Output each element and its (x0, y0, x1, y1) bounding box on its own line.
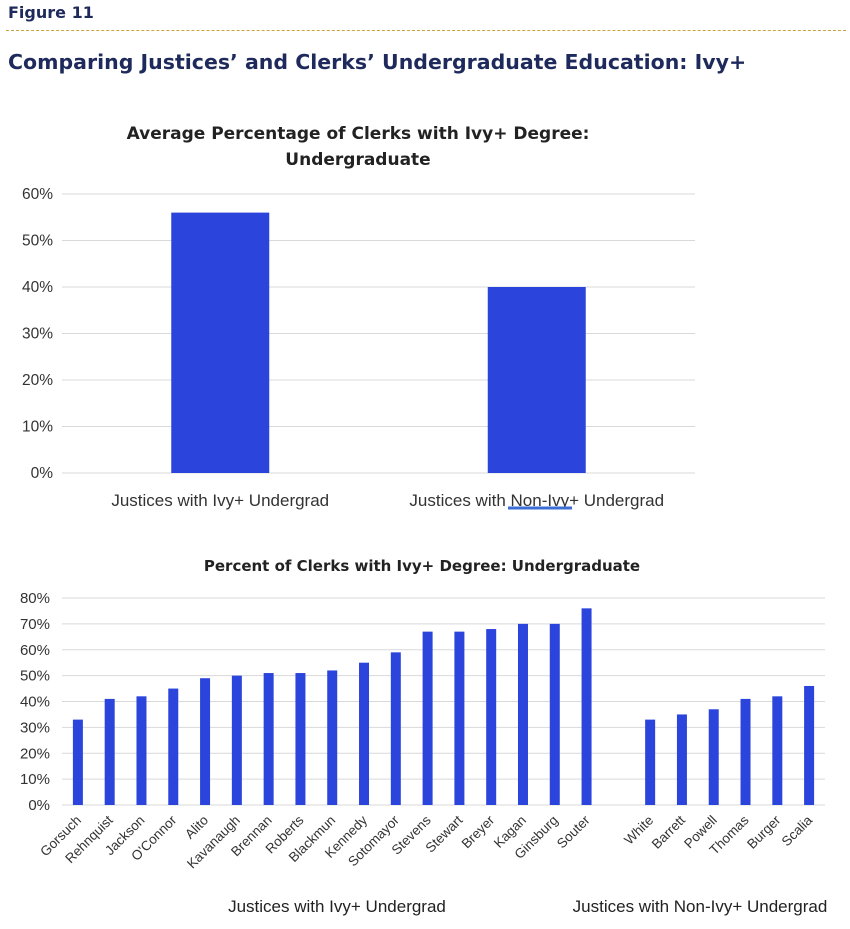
bar (517, 623, 528, 805)
bar (487, 287, 586, 473)
y-tick-label: 70% (20, 616, 50, 633)
bar (454, 631, 465, 805)
y-tick-label: 0% (28, 797, 50, 814)
bar (200, 678, 211, 805)
bar (772, 696, 783, 805)
bar (422, 631, 433, 805)
bar (486, 629, 497, 805)
bar (231, 675, 242, 805)
y-tick-label: 60% (22, 186, 53, 203)
bar (171, 212, 270, 473)
group-label: Justices with Ivy+ Undergrad (228, 897, 446, 916)
x-category-label: Breyer (459, 812, 498, 851)
average-percentage-chart: Average Percentage of Clerks with Ivy+ D… (22, 124, 695, 510)
bar (740, 698, 751, 805)
bar (168, 688, 179, 805)
bar (136, 696, 147, 805)
x-category-label: Burger (744, 812, 784, 852)
y-tick-label: 80% (20, 590, 50, 607)
chart-title: Percent of Clerks with Ivy+ Degree: Unde… (204, 557, 640, 575)
x-category-label: Barrett (649, 812, 688, 851)
y-tick-label: 0% (31, 465, 54, 482)
y-tick-label: 60% (20, 642, 50, 659)
bar (104, 698, 115, 805)
bar (295, 673, 306, 805)
y-tick-label: 50% (20, 668, 50, 685)
y-tick-label: 10% (20, 771, 50, 788)
bar (263, 673, 274, 805)
bar (708, 709, 719, 805)
y-tick-label: 40% (20, 694, 50, 711)
figure-label: Figure 11 (8, 3, 94, 22)
bar (549, 623, 560, 805)
bar (327, 670, 338, 805)
x-category-label: Souter (554, 812, 593, 851)
page-heading: Comparing Justices’ and Clerks’ Undergra… (8, 50, 747, 74)
dashed-divider (6, 30, 846, 31)
y-tick-label: 50% (22, 233, 53, 250)
bar (359, 662, 370, 805)
x-category-label: Justices with Ivy+ Undergrad (111, 491, 329, 510)
y-tick-label: 30% (20, 719, 50, 736)
bar (804, 685, 815, 805)
y-tick-label: 40% (22, 279, 53, 296)
bar (72, 719, 83, 805)
bar (390, 652, 401, 805)
x-category-label: Scalia (779, 812, 816, 849)
group-label: Justices with Non-Ivy+ Undergrad (573, 897, 828, 916)
y-tick-label: 20% (22, 372, 53, 389)
bar (676, 714, 687, 805)
y-tick-label: 30% (22, 326, 53, 343)
chart-title-line: Average Percentage of Clerks with Ivy+ D… (127, 124, 590, 144)
chart-title-line: Undergraduate (285, 150, 430, 170)
x-category-label: Justices with Non-Ivy+ Undergrad (409, 491, 664, 510)
percent-by-justice-chart: Percent of Clerks with Ivy+ Degree: Unde… (20, 557, 828, 916)
y-tick-label: 10% (22, 419, 53, 436)
bar (581, 608, 592, 805)
y-tick-label: 20% (20, 745, 50, 762)
bar (645, 719, 656, 805)
